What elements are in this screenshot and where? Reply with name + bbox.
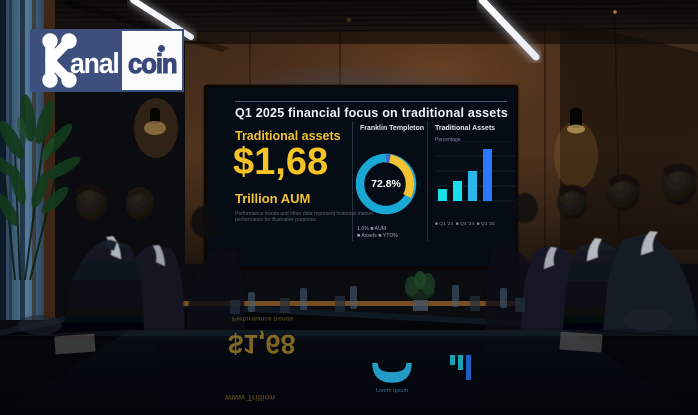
svg-text:$1,68: $1,68 bbox=[228, 329, 296, 359]
svg-text:Lorem Ipsum: Lorem Ipsum bbox=[376, 388, 409, 394]
svg-text:www Trillion: www Trillion bbox=[224, 393, 275, 403]
svg-text:Performance trends: Performance trends bbox=[232, 315, 294, 322]
